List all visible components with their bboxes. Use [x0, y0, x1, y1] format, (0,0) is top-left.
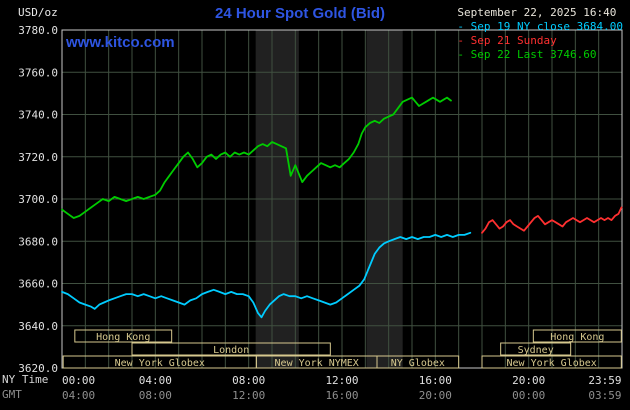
kitco-watermark-link[interactable]: www.kitco.com	[66, 34, 175, 51]
session-box	[481, 355, 622, 369]
y-tick-label: 3620.0	[18, 362, 58, 375]
x-tick-ny-label: 16:00	[419, 374, 452, 387]
session-label: New York NYMEX	[275, 358, 359, 369]
x-tick-ny-label: 20:00	[512, 374, 545, 387]
session-box	[532, 329, 622, 343]
x-tick-gmt-label: 12:00	[232, 389, 265, 402]
x-tick-ny-label: 23:59	[588, 374, 621, 387]
session-box	[500, 342, 572, 356]
session-label: NY Globex	[391, 358, 445, 369]
y-tick-label: 3760.0	[18, 66, 58, 79]
x-tick-ny-label: 00:00	[62, 374, 95, 387]
session-label: Hong Kong	[550, 332, 604, 343]
session-label: New York Globex	[115, 358, 205, 369]
series-sep22-today	[61, 96, 452, 219]
x-tick-gmt-label: 20:00	[419, 389, 452, 402]
x-tick-gmt-label: 03:59	[588, 389, 621, 402]
y-tick-label: 3700.0	[18, 193, 58, 206]
y-tick-label: 3780.0	[18, 24, 58, 37]
chart-title: 24 Hour Spot Gold (Bid)	[215, 5, 385, 22]
x-tick-ny-label: 04:00	[139, 374, 172, 387]
report-datetime: September 22, 2025 16:40	[457, 6, 617, 19]
x-tick-gmt-label: 04:00	[62, 389, 95, 402]
ny-time-label: NY Time	[2, 373, 49, 386]
x-tick-ny-label: 12:00	[325, 374, 358, 387]
session-label: London	[213, 345, 249, 356]
session-label: Hong Kong	[96, 332, 150, 343]
legend-item: - Sep 21 Sunday	[457, 34, 557, 47]
datetime-legend-block: September 22, 2025 16:40 - Sep 19 NY clo…	[457, 6, 623, 62]
x-tick-ny-label: 08:00	[232, 374, 265, 387]
unit-label: USD/oz	[18, 6, 58, 19]
session-box	[376, 355, 460, 369]
legend-item: - Sep 19 NY close 3684.00	[457, 20, 623, 33]
legend: - Sep 19 NY close 3684.00- Sep 21 Sunday…	[457, 20, 623, 62]
session-box	[131, 342, 331, 356]
session-label: New York Globex	[506, 358, 596, 369]
series-sep21-sunday	[481, 206, 623, 234]
y-tick-label: 3640.0	[18, 320, 58, 333]
legend-item: - Sep 22 Last 3746.60	[457, 48, 597, 61]
x-tick-gmt-label: 08:00	[139, 389, 172, 402]
series-sep19-ny-close	[61, 231, 472, 319]
y-tick-label: 3660.0	[18, 278, 58, 291]
session-label: Sydney	[518, 345, 554, 356]
x-tick-gmt-label: 00:00	[512, 389, 545, 402]
gmt-label: GMT	[2, 388, 22, 401]
y-tick-label: 3720.0	[18, 151, 58, 164]
x-tick-gmt-label: 16:00	[325, 389, 358, 402]
session-box	[74, 329, 173, 343]
y-tick-label: 3740.0	[18, 109, 58, 122]
y-tick-label: 3680.0	[18, 235, 58, 248]
